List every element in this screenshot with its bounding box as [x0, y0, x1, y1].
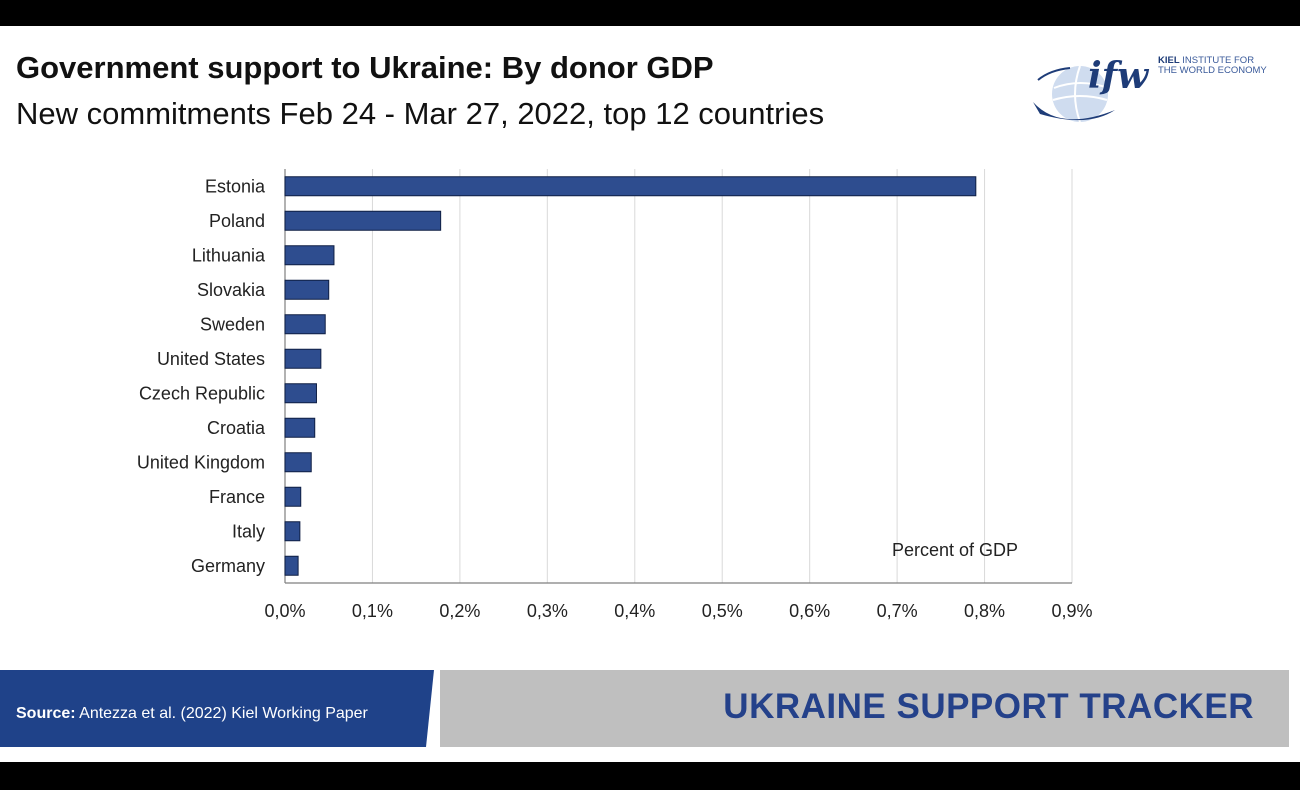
- category-label: Sweden: [200, 314, 265, 334]
- category-label: France: [209, 487, 265, 507]
- bar: [284, 279, 330, 300]
- ifw-logo: ifw: [1033, 55, 1150, 123]
- x-tick-label: 0,1%: [352, 601, 393, 621]
- category-label: Italy: [232, 521, 265, 541]
- x-tick-label: 0,5%: [702, 601, 743, 621]
- x-tick-label: 0,4%: [614, 601, 655, 621]
- chart-annotation: Percent of GDP: [892, 540, 1018, 560]
- bar: [284, 210, 442, 231]
- category-label: Germany: [191, 556, 265, 576]
- category-label: Estonia: [205, 176, 266, 196]
- category-label: United States: [157, 349, 265, 369]
- x-tick-label: 0,9%: [1051, 601, 1092, 621]
- chart-title: Government support to Ukraine: By donor …: [16, 50, 714, 85]
- bar: [284, 486, 302, 507]
- x-tick-label: 0,0%: [264, 601, 305, 621]
- logo-org-bold: KIEL: [1158, 55, 1180, 66]
- logo-org-name: KIEL INSTITUTE FOR THE WORLD ECONOMY: [1158, 56, 1267, 76]
- category-label: Croatia: [207, 418, 266, 438]
- slide: Government support to Ukraine: By donor …: [0, 26, 1300, 762]
- category-label: Slovakia: [197, 280, 266, 300]
- footer-source-panel: [0, 670, 434, 747]
- bar: [284, 348, 322, 369]
- category-label: Poland: [209, 211, 265, 231]
- ifw-logo-mark: ifw: [1088, 55, 1150, 97]
- bar: [284, 555, 299, 576]
- logo-org-line2: THE WORLD ECONOMY: [1158, 65, 1267, 76]
- bar: [284, 452, 312, 473]
- source-text: Antezza et al. (2022) Kiel Working Paper: [79, 705, 368, 722]
- x-tick-label: 0,8%: [964, 601, 1005, 621]
- bar-chart: 0,0% 0,1% 0,2% 0,3% 0,4% 0,5% 0,6% 0,7% 0,8% 0,9%…: [137, 169, 1093, 621]
- bar: [284, 314, 326, 335]
- category-label: United Kingdom: [137, 452, 265, 472]
- tracker-label: UKRAINE SUPPORT TRACKER: [723, 687, 1254, 726]
- bar: [284, 521, 301, 542]
- x-tick-label: 0,2%: [439, 601, 480, 621]
- chart-subtitle: New commitments Feb 24 - Mar 27, 2022, t…: [16, 96, 825, 131]
- category-label: Czech Republic: [139, 383, 265, 403]
- footer-blue-shape: [0, 670, 434, 747]
- source-label: Source:: [16, 705, 76, 722]
- x-tick-label: 0,7%: [877, 601, 918, 621]
- bar: [284, 417, 316, 438]
- bar: [284, 383, 317, 404]
- x-tick-label: 0,6%: [789, 601, 830, 621]
- globe-icon: [1033, 65, 1115, 123]
- footer-grey-band: [440, 670, 1289, 747]
- bar: [284, 245, 335, 266]
- source-note: Source: Antezza et al. (2022) Kiel Worki…: [16, 705, 368, 723]
- bar: [284, 176, 977, 197]
- x-tick-label: 0,3%: [527, 601, 568, 621]
- logo-org-line1: INSTITUTE FOR: [1182, 55, 1255, 66]
- category-label: Lithuania: [192, 245, 266, 265]
